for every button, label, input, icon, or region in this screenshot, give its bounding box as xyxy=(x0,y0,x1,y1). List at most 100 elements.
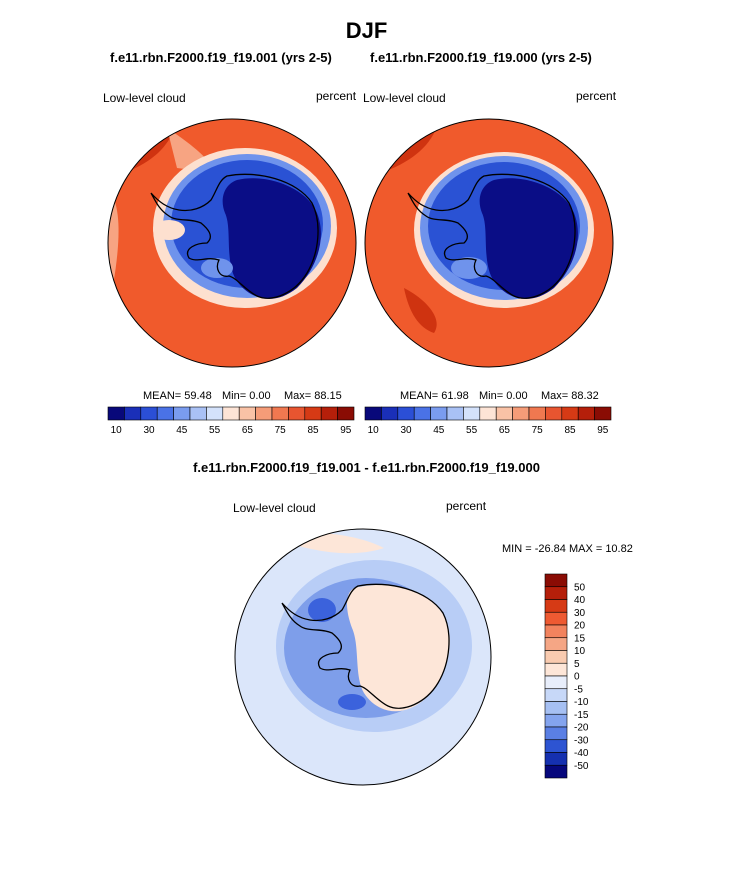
colorbar-tick-label: -50 xyxy=(574,761,589,772)
colorbar-swatch xyxy=(430,406,448,421)
colorbar-swatch xyxy=(463,406,481,421)
colorbar-swatch xyxy=(545,406,563,421)
colorbar-swatch xyxy=(544,573,568,588)
colorbar-tick-label: 65 xyxy=(242,425,254,436)
colorbar-swatch xyxy=(107,406,125,421)
colorbar-swatch xyxy=(544,701,568,715)
colorbar-tick-label: 10 xyxy=(574,646,586,657)
colorbar-tick-label: 45 xyxy=(433,425,445,436)
colorbar-swatch xyxy=(544,650,568,664)
colorbar-swatch xyxy=(495,406,513,421)
map-diff xyxy=(234,528,492,786)
colorbar-tick-label: 20 xyxy=(574,621,586,632)
colorbar-tick-label: 85 xyxy=(307,425,319,436)
antarctica-coastline xyxy=(150,173,319,299)
continent-positive-region xyxy=(347,584,450,712)
colorbar-tick-label: 50 xyxy=(574,582,586,593)
colorbar-swatch xyxy=(238,406,256,421)
colorbar-tick-label: 55 xyxy=(466,425,478,436)
colorbar-swatch xyxy=(594,406,612,421)
colorbar-swatch xyxy=(337,406,355,421)
colorbar-swatch xyxy=(364,406,382,421)
map-left-field xyxy=(108,119,356,367)
colorbar-tick-label: 30 xyxy=(143,425,155,436)
map-right xyxy=(364,118,614,368)
colorbar-left: 10 30 45 55 65 75 85 95 xyxy=(107,406,355,436)
colorbar-swatch xyxy=(561,406,579,421)
colorbar-swatch xyxy=(577,406,595,421)
colorbar-tick-label: -30 xyxy=(574,735,589,746)
antarctica-coastline xyxy=(407,173,576,299)
colorbar-swatch xyxy=(413,406,431,421)
colorbar-tick-label: 45 xyxy=(176,425,188,436)
colorbar-tick-label: -10 xyxy=(574,697,589,708)
colorbar-swatch xyxy=(222,406,240,421)
colorbar-tick-label: 85 xyxy=(564,425,576,436)
colorbar-swatch xyxy=(271,406,289,421)
panel-right-mean: MEAN= 61.98 xyxy=(400,390,469,402)
colorbar-swatch xyxy=(173,406,191,421)
figure-title: DJF xyxy=(345,18,388,43)
negative-blob-west xyxy=(308,598,336,622)
colorbar-swatch xyxy=(206,406,224,421)
panel-left-variable-label: Low-level cloud xyxy=(103,91,186,105)
colorbar-swatch xyxy=(544,624,568,639)
pale-patch-west xyxy=(153,220,185,240)
colorbar-swatch xyxy=(544,764,568,779)
colorbar-swatch xyxy=(397,406,415,421)
panel-diff-case-title: f.e11.rbn.F2000.f19_f19.001 - f.e11.rbn.… xyxy=(193,460,540,475)
colorbar-swatch xyxy=(544,739,568,753)
colorbar-tick-label: 95 xyxy=(597,425,609,436)
colorbar-swatch xyxy=(124,406,142,421)
colorbar-swatch xyxy=(544,726,568,741)
colorbar-right: 10 30 45 55 65 75 85 95 xyxy=(364,406,612,436)
negative-blob-ross xyxy=(338,694,366,710)
colorbar-swatch xyxy=(544,752,568,766)
colorbar-tick-label: 15 xyxy=(574,633,586,644)
light-patch-ross xyxy=(451,257,487,279)
map-left xyxy=(107,118,357,368)
colorbar-swatch xyxy=(304,406,322,421)
panel-left-units-label: percent xyxy=(316,89,357,103)
colorbar-swatch xyxy=(544,662,568,677)
panel-right-variable-label: Low-level cloud xyxy=(363,91,446,105)
panel-right-max: Max= 88.32 xyxy=(541,390,599,402)
colorbar-swatch xyxy=(544,688,568,702)
colorbar-swatch xyxy=(479,406,497,421)
colorbar-tick-label: 55 xyxy=(209,425,221,436)
colorbar-tick-label: 40 xyxy=(574,595,586,606)
colorbar-swatch xyxy=(512,406,530,421)
colorbar-swatch xyxy=(189,406,207,421)
colorbar-tick-label: 5 xyxy=(574,659,580,670)
colorbar-swatch xyxy=(544,637,568,651)
antarctica-coastline xyxy=(281,583,450,709)
colorbar-tick-label: -5 xyxy=(574,684,583,695)
colorbar-swatch xyxy=(544,586,568,600)
colorbar-tick-label: 65 xyxy=(499,425,511,436)
panel-left-min: Min= 0.00 xyxy=(222,390,271,402)
antarctic-low-cloud-core xyxy=(222,178,321,299)
colorbar-swatch xyxy=(288,406,306,421)
panel-left-max: Max= 88.15 xyxy=(284,390,342,402)
colorbar-tick-label: 0 xyxy=(574,672,580,683)
colorbar-tick-label: 75 xyxy=(532,425,544,436)
colorbar-tick-label: 95 xyxy=(340,425,352,436)
colorbar-tick-label: 30 xyxy=(400,425,412,436)
colorbar-tick-label: -15 xyxy=(574,710,589,721)
colorbar-swatch xyxy=(544,675,568,690)
colorbar-swatch xyxy=(255,406,273,421)
colorbar-swatch xyxy=(140,406,158,421)
colorbar-tick-label: 30 xyxy=(574,608,586,619)
map-diff-border xyxy=(234,528,492,786)
colorbar-tick-label: -20 xyxy=(574,723,589,734)
colorbar-tick-label: 10 xyxy=(111,425,123,436)
panel-diff-minmax: MIN = -26.84 MAX = 10.82 xyxy=(502,543,633,555)
colorbar-tick-label: 10 xyxy=(368,425,380,436)
panel-right-min: Min= 0.00 xyxy=(479,390,528,402)
antarctic-low-cloud-core xyxy=(479,178,578,299)
panel-diff-variable-label: Low-level cloud xyxy=(233,501,316,515)
colorbar-swatch xyxy=(544,599,568,613)
dark-cloud-region-2 xyxy=(404,288,437,333)
colorbar-swatch xyxy=(320,406,338,421)
